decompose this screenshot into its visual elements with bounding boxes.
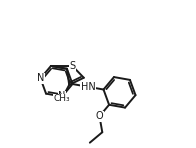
Text: HN: HN — [81, 82, 95, 92]
Text: S: S — [69, 61, 76, 71]
Text: N: N — [37, 73, 44, 83]
Text: N: N — [58, 91, 66, 102]
Text: CH₃: CH₃ — [54, 94, 70, 103]
Text: O: O — [96, 111, 103, 121]
